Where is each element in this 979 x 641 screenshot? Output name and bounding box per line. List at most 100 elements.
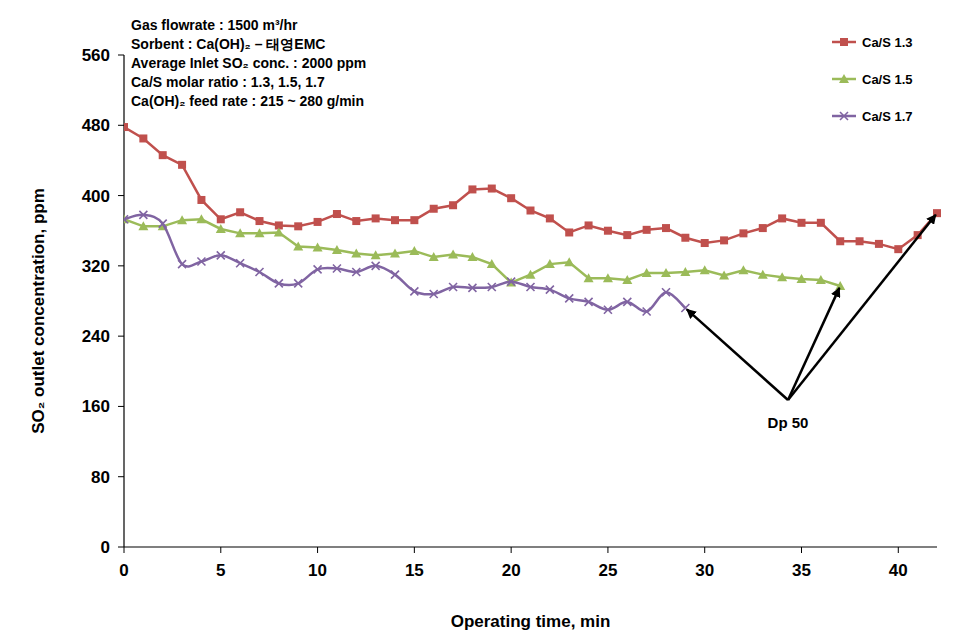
data-point — [236, 259, 244, 267]
x-tick — [704, 547, 705, 553]
y-tick — [118, 476, 124, 477]
x-tick-label: 30 — [695, 561, 714, 580]
data-point — [217, 251, 225, 259]
x-axis-label: Operating time, min — [451, 612, 611, 631]
info-text: Ca/S molar ratio : 1.3, 1.5, 1.7 — [131, 74, 325, 90]
data-point — [719, 271, 729, 280]
data-point — [856, 237, 864, 245]
data-point — [565, 228, 573, 236]
y-tick — [118, 195, 124, 196]
data-point — [643, 308, 651, 316]
chart: 0801602403204004805600510152025303540Ope… — [0, 0, 979, 641]
data-point — [527, 283, 535, 291]
y-tick — [118, 265, 124, 266]
data-point — [585, 298, 593, 306]
legend-marker — [840, 112, 848, 120]
y-tick-label: 160 — [82, 397, 110, 416]
series-line — [124, 127, 937, 249]
data-point — [293, 242, 303, 251]
x-tick — [607, 547, 608, 553]
data-point — [256, 217, 264, 225]
x-tick-label: 40 — [889, 561, 908, 580]
data-point — [409, 246, 419, 255]
data-point — [391, 271, 399, 279]
legend-marker — [840, 38, 848, 46]
data-point — [332, 245, 342, 254]
data-point — [622, 275, 632, 284]
data-point — [662, 224, 670, 232]
data-point — [159, 151, 167, 159]
data-point — [235, 228, 245, 237]
legend-label: Ca/S 1.3 — [862, 35, 913, 50]
data-point — [333, 264, 341, 272]
data-point — [294, 222, 302, 230]
data-point — [680, 267, 690, 276]
data-point — [313, 242, 323, 251]
legend-entry: Ca/S 1.3 — [832, 35, 913, 50]
data-point — [623, 231, 631, 239]
y-tick-label: 80 — [91, 468, 110, 487]
data-point — [256, 268, 264, 276]
data-point — [797, 274, 807, 283]
y-tick-label: 0 — [101, 538, 110, 557]
data-point — [759, 224, 767, 232]
data-point — [351, 249, 361, 258]
data-point — [507, 278, 515, 286]
data-point — [565, 294, 573, 302]
data-point — [449, 283, 457, 291]
data-point — [430, 205, 438, 213]
data-point — [124, 123, 128, 131]
info-text: Ca(OH)₂ feed rate : 215 ~ 280 g/min — [131, 93, 364, 109]
data-point — [139, 134, 147, 142]
data-point — [584, 273, 594, 282]
y-axis-label: SO₂ outlet concentration, ppm — [29, 188, 48, 434]
data-point — [391, 216, 399, 224]
data-point — [448, 249, 458, 258]
data-point — [333, 210, 341, 218]
data-point — [603, 273, 613, 282]
data-point — [526, 270, 536, 279]
data-point — [487, 259, 497, 268]
data-point — [817, 219, 825, 227]
x-tick — [414, 547, 415, 553]
x-tick — [124, 547, 125, 553]
data-point — [139, 211, 147, 219]
data-point — [371, 250, 381, 259]
data-point — [430, 290, 438, 298]
data-point — [507, 194, 515, 202]
data-point — [585, 221, 593, 229]
x-tick-label: 20 — [502, 561, 521, 580]
data-point — [681, 234, 689, 242]
y-tick — [118, 336, 124, 337]
series — [124, 211, 689, 316]
annotation-arrow — [788, 215, 936, 400]
data-point — [275, 279, 283, 287]
legend-label: Ca/S 1.7 — [862, 109, 913, 124]
y-tick — [118, 125, 124, 126]
data-point — [777, 272, 787, 281]
legend-entry: Ca/S 1.5 — [832, 72, 913, 87]
y-tick — [118, 547, 124, 548]
data-point — [875, 240, 883, 248]
data-point — [197, 196, 205, 204]
legend-marker — [839, 74, 849, 83]
y-tick — [118, 55, 124, 56]
data-point — [546, 286, 554, 294]
data-point — [410, 287, 418, 295]
data-point — [216, 224, 226, 233]
plot-area — [124, 123, 941, 316]
data-point — [352, 268, 360, 276]
series-line — [124, 215, 685, 312]
data-point — [314, 265, 322, 273]
data-point — [274, 227, 284, 236]
data-point — [197, 257, 205, 265]
y-tick-label: 240 — [82, 327, 110, 346]
info-text: Sorbent : Ca(OH)₂ – 태영EMC — [131, 36, 325, 52]
data-point — [738, 265, 748, 274]
series — [124, 214, 845, 290]
data-point — [372, 262, 380, 270]
data-point — [468, 284, 476, 292]
data-point — [429, 252, 439, 261]
data-point — [643, 226, 651, 234]
x-tick-label: 35 — [792, 561, 811, 580]
